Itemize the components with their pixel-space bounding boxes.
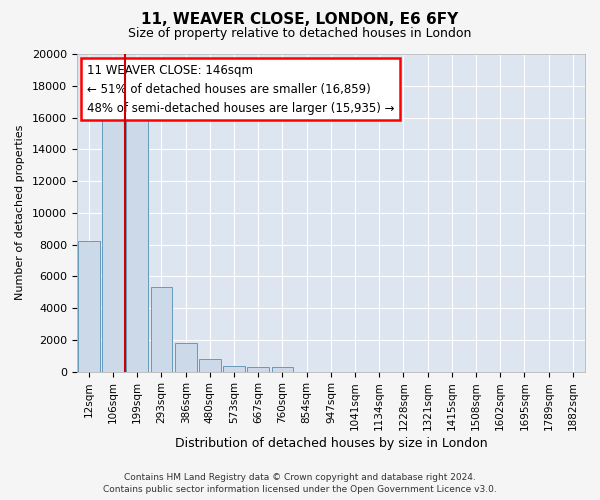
X-axis label: Distribution of detached houses by size in London: Distribution of detached houses by size … (175, 437, 487, 450)
Text: 11 WEAVER CLOSE: 146sqm
← 51% of detached houses are smaller (16,859)
48% of sem: 11 WEAVER CLOSE: 146sqm ← 51% of detache… (87, 64, 394, 114)
Bar (102, 108, 124, 372)
Bar (199, 359, 221, 372)
Bar (223, 366, 245, 372)
Y-axis label: Number of detached properties: Number of detached properties (15, 125, 25, 300)
Text: Size of property relative to detached houses in London: Size of property relative to detached ho… (128, 28, 472, 40)
Bar (127, 108, 148, 372)
Bar (175, 343, 197, 372)
Text: Contains HM Land Registry data © Crown copyright and database right 2024.
Contai: Contains HM Land Registry data © Crown c… (103, 472, 497, 494)
Bar (247, 367, 269, 372)
Bar (272, 367, 293, 372)
Bar (151, 288, 172, 372)
Text: 11, WEAVER CLOSE, LONDON, E6 6FY: 11, WEAVER CLOSE, LONDON, E6 6FY (142, 12, 458, 28)
Bar (78, 242, 100, 372)
